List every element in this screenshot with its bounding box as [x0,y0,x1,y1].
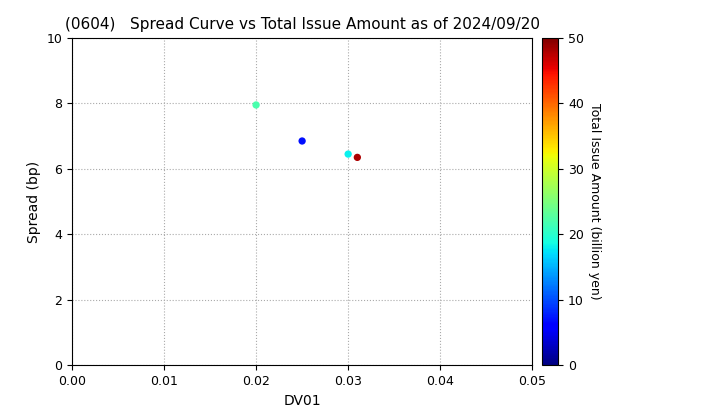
X-axis label: DV01: DV01 [283,394,321,408]
Point [343,151,354,158]
Point [251,102,262,108]
Title: (0604)   Spread Curve vs Total Issue Amount as of 2024/09/20: (0604) Spread Curve vs Total Issue Amoun… [65,18,539,32]
Point [351,154,363,161]
Y-axis label: Total Issue Amount (billion yen): Total Issue Amount (billion yen) [588,103,600,300]
Point [297,138,308,144]
Y-axis label: Spread (bp): Spread (bp) [27,160,41,243]
